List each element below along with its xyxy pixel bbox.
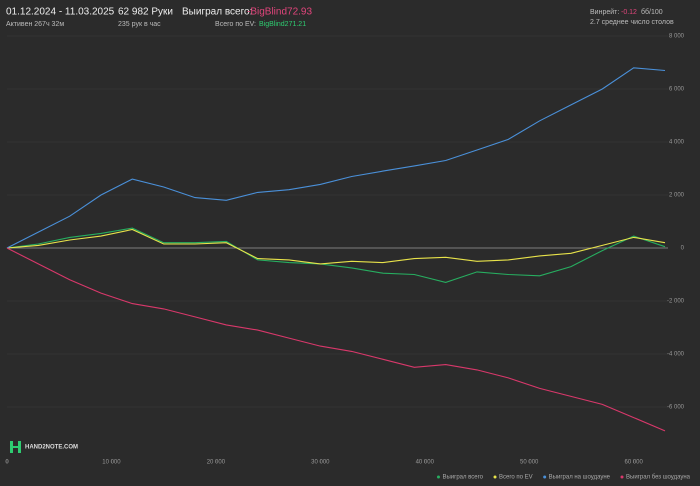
x-tick-label: 30 000 (311, 460, 330, 466)
x-tick-label: 10 000 (102, 460, 121, 466)
y-tick-label: -4 000 (667, 352, 685, 358)
winrate-label: Винрейт: (590, 8, 619, 16)
active-time: Активен 267ч 32м (6, 21, 64, 28)
legend-swatch (493, 475, 497, 479)
series-line (6, 228, 666, 265)
y-tick-label: 6 000 (669, 87, 685, 93)
legend: Выиграл без шоудауна Выиграл на шоудауне В… (436, 475, 691, 481)
logo-mark (18, 441, 21, 453)
x-tick-label: 60 000 (624, 460, 643, 466)
hands: 62 982 Руки (118, 7, 173, 18)
logo-mark (13, 446, 18, 448)
series-line (6, 67, 666, 249)
date-range: 01.12.2024 - 11.03.2025 (6, 7, 115, 18)
legend-swatch (620, 475, 624, 479)
x-tick-label: 40 000 (416, 460, 435, 466)
ev-value: BigBlind271.21 (259, 21, 306, 28)
legend-label: Выиграл без шоудауна (626, 475, 691, 481)
y-tick-label: 8 000 (669, 34, 685, 40)
series-line (6, 227, 666, 283)
ev-label: Всего по EV: (215, 21, 256, 28)
logo-mark (10, 441, 13, 453)
y-tick-label: 2 000 (669, 193, 685, 199)
legend-swatch (436, 475, 440, 479)
hands-per-hour: 235 рук в час (118, 21, 161, 28)
winrate-value: -0.12 (621, 9, 637, 16)
y-tick-label: -6 000 (667, 405, 685, 411)
won-label: Выиграл всего: (182, 7, 252, 18)
logo: HAND2NOTE.COM (10, 441, 78, 453)
winrate-unit: бб/100 (641, 8, 663, 16)
legend-label: Выиграл на шоудауне (549, 475, 611, 481)
x-tick-label: 20 000 (207, 460, 226, 466)
y-tick-label: -2 000 (667, 299, 685, 305)
series-line (6, 247, 666, 432)
y-tick-label: 4 000 (669, 140, 685, 146)
avg-tables: 2.7 среднее число столов (590, 19, 674, 26)
legend-label: Всего по EV (499, 475, 533, 481)
logo-text: HAND2NOTE.COM (25, 445, 78, 451)
y-tick-label: 0 (681, 246, 685, 252)
x-tick-label: 50 000 (520, 460, 539, 466)
won-value: -BigBlind72.93 (247, 7, 312, 18)
legend-label: Выиграл всего (442, 475, 483, 481)
legend-swatch (543, 475, 547, 479)
x-tick-label: 0 (5, 460, 9, 466)
